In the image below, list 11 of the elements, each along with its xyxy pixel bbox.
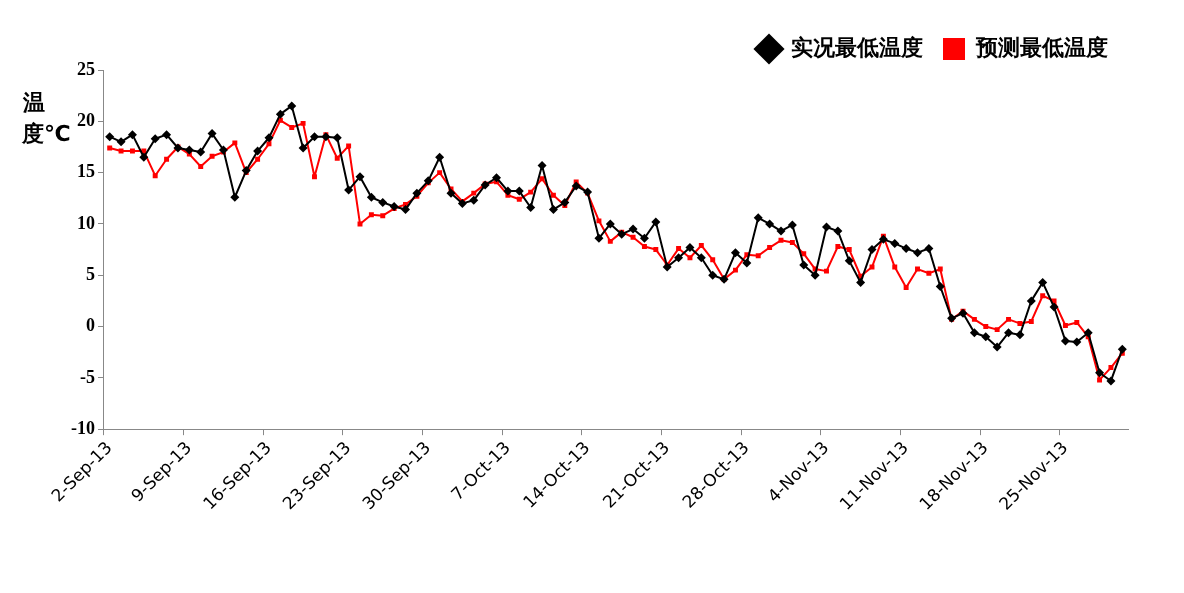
y-tick-label: 0 xyxy=(85,315,95,336)
y-tick-label: -5 xyxy=(79,366,95,387)
legend-label: 预测最低温度 xyxy=(975,34,1108,60)
y-tick-label: 10 xyxy=(76,212,95,233)
y-axis-title: 温度℃ xyxy=(22,89,71,148)
y-tick-label: 5 xyxy=(85,263,95,284)
y-tick-label: 20 xyxy=(76,109,95,130)
y-tick-label: 25 xyxy=(76,58,95,79)
y-tick-label: 15 xyxy=(76,161,95,182)
y-tick-label: -10 xyxy=(70,417,95,438)
legend-label: 实况最低温度 xyxy=(791,34,923,60)
